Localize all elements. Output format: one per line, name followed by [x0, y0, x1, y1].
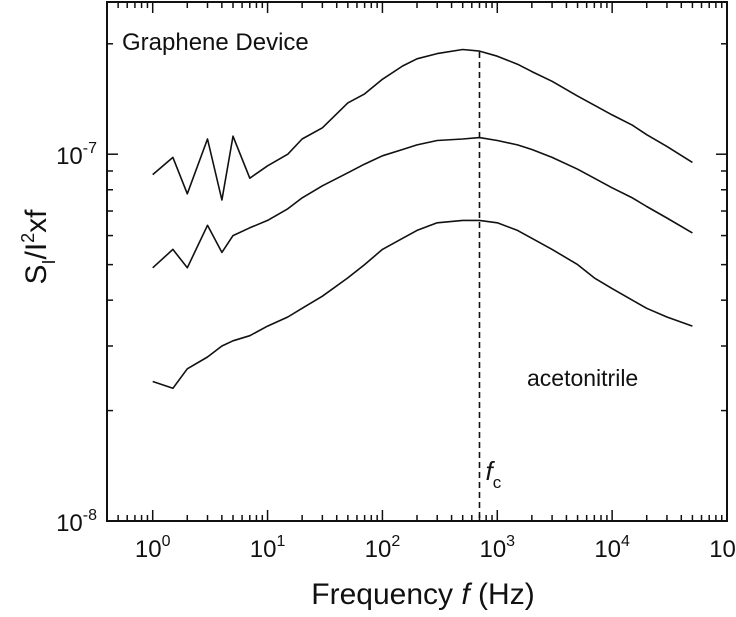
y-axis-ticks: 10-8 10-7 [56, 43, 727, 537]
series-line-3 [152, 219, 693, 390]
x-tick-label: 100 [135, 533, 171, 563]
y-axis-label: SI/I2xf [18, 209, 59, 285]
cutoff-label: fc [485, 456, 501, 492]
cutoff-label-sub: c [493, 473, 502, 492]
x-tick-label: 105 [709, 533, 736, 563]
x-tick-label: 101 [250, 533, 286, 563]
series-line-1 [152, 48, 693, 201]
series-line-2 [152, 136, 693, 269]
plot-frame [106, 1, 728, 522]
y-axis-label-sup: 2 [18, 233, 38, 243]
x-axis-label: Frequency f (Hz) [311, 578, 534, 611]
x-tick-label: 102 [365, 533, 401, 563]
y-tick-label: 10-7 [56, 140, 97, 170]
y-axis-label-s: S [20, 265, 53, 285]
annotation-label: acetonitrile [527, 365, 638, 391]
y-axis-label-sub: I [39, 260, 59, 265]
x-tick-label: 104 [594, 533, 630, 563]
y-tick-label: 10-8 [56, 507, 97, 537]
y-axis-label-slash: /I [20, 243, 53, 260]
cutoff-label-var: f [485, 456, 495, 486]
panel-label: Graphene Device [122, 29, 309, 56]
series-group [152, 48, 693, 390]
x-axis-label-pre: Frequency [311, 578, 461, 611]
x-axis-label-var: f [461, 578, 472, 611]
x-axis-label-post: (Hz) [470, 578, 535, 611]
x-axis-ticks: 100 101 102 103 104 105 [106, 2, 736, 563]
y-axis-label-rest: xf [20, 209, 53, 233]
x-tick-label: 103 [479, 533, 515, 563]
